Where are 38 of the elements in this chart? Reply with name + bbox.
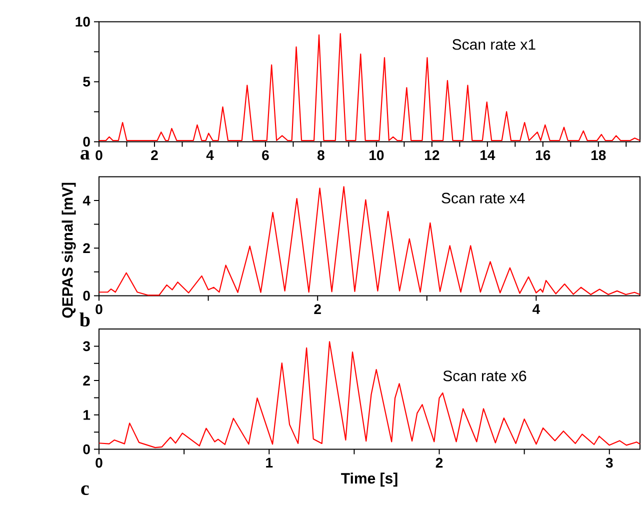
x-tick-label: 4 [206, 150, 214, 160]
x-tick-label: 2 [436, 458, 443, 468]
y-tick-label: 2 [83, 376, 90, 386]
x-tick-label: 8 [318, 150, 324, 160]
x-tick-label: 0 [96, 458, 102, 468]
line-series [98, 341, 641, 448]
y-tick-label: 2 [83, 243, 90, 253]
x-tick-label: 12 [425, 150, 440, 160]
annotation: Scan rate x1 [452, 39, 536, 50]
text: a [80, 150, 90, 160]
x-axis-title: Time [s] [341, 472, 398, 487]
line-series [98, 33, 641, 142]
x-tick-label: 16 [536, 150, 550, 160]
y-tick-label: 0 [83, 444, 90, 454]
y-tick-label: 3 [83, 341, 90, 352]
x-tick-label: 3 [606, 458, 613, 468]
y-tick-label: 0 [83, 290, 90, 301]
x-tick-label: 2 [151, 150, 158, 160]
y-tick-label: 0 [83, 136, 90, 147]
x-tick-label: 1 [266, 458, 273, 468]
annotation: Scan rate x6 [443, 370, 526, 382]
y-axis-title: QEPAS signal [mV] [62, 182, 76, 318]
x-tick-label: 2 [314, 304, 321, 314]
text: b [80, 312, 90, 327]
x-tick-label: 14 [480, 150, 496, 160]
y-tick-label: 5 [83, 76, 90, 87]
x-tick-label: 0 [96, 150, 102, 160]
x-tick-label: 10 [370, 150, 384, 160]
text: c [81, 485, 89, 496]
x-tick-label: 18 [591, 150, 606, 160]
y-tick-label: 1 [84, 410, 90, 420]
annotation: Scan rate x4 [442, 192, 525, 204]
line-series [98, 186, 641, 296]
y-tick-label: 4 [82, 196, 90, 206]
y-tick-label: 10 [76, 16, 90, 27]
x-tick-label: 0 [96, 304, 102, 314]
x-tick-label: 6 [262, 150, 269, 160]
x-tick-label: 4 [532, 304, 540, 314]
